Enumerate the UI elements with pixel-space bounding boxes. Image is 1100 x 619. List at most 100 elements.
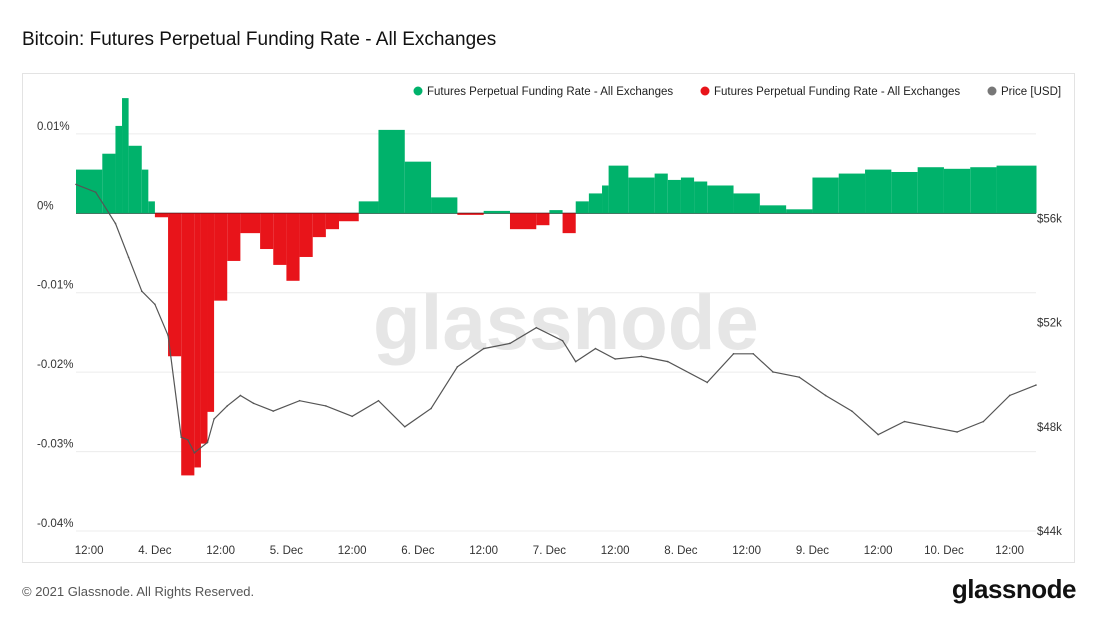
legend-swatch-price [987, 86, 997, 96]
positive-funding-layer [76, 98, 1037, 214]
funding-bar-positive [667, 179, 681, 214]
price-point [167, 334, 169, 337]
funding-bar-positive [358, 201, 379, 214]
funding-bar-positive [943, 168, 971, 214]
funding-bar-negative [339, 213, 359, 222]
price-line [75, 183, 1037, 454]
funding-bar-positive [608, 165, 629, 214]
price-point [430, 407, 432, 410]
funding-bar-positive [404, 161, 432, 214]
funding-bar-positive [102, 153, 116, 214]
funding-bar-positive [128, 145, 142, 214]
y-left-tick-label: 0% [37, 200, 54, 212]
y-left-tick-label: -0.02% [37, 359, 73, 371]
price-point [824, 394, 827, 397]
price-point [239, 394, 242, 397]
funding-bar-positive [865, 169, 892, 214]
x-tick-label: 12:00 [338, 545, 367, 557]
price-point [666, 360, 669, 363]
funding-bar-negative [312, 213, 326, 238]
funding-rate-chart: glassnode 0.01% 0% -0.01% -0.02% -0.03% -0.04… [37, 86, 1062, 557]
price-point [903, 420, 906, 423]
funding-bar-positive [115, 125, 123, 214]
x-tick-label: 6. Dec [401, 545, 434, 557]
funding-bar-positive [759, 205, 787, 214]
y-right-tick-label: $48k [1037, 422, 1062, 434]
funding-bar-positive [654, 173, 668, 214]
x-tick-label: 12:00 [732, 545, 761, 557]
funding-bar-positive [786, 209, 813, 214]
price-point [226, 405, 229, 407]
price-point [456, 366, 459, 368]
y-left-tick-label: -0.01% [37, 280, 73, 292]
price-point [186, 438, 189, 441]
funding-bar-negative [299, 213, 313, 257]
x-tick-label: 7. Dec [533, 545, 566, 557]
price-point [535, 326, 538, 329]
funding-bar-negative [273, 213, 287, 265]
legend-swatch-negative [700, 86, 710, 96]
funding-bar-negative [154, 213, 169, 218]
funding-bar-positive [76, 169, 103, 214]
funding-bar-positive [838, 173, 866, 214]
funding-bar-negative [168, 213, 182, 357]
page-title: Bitcoin: Futures Perpetual Funding Rate … [22, 29, 497, 50]
funding-bar-negative [536, 213, 550, 226]
y-left-tick-label: -0.04% [37, 518, 73, 530]
x-tick-label: 12:00 [601, 545, 630, 557]
funding-bar-positive [378, 129, 405, 214]
price-point [752, 352, 755, 355]
funding-bar-negative [214, 213, 228, 301]
funding-bar-negative [200, 213, 208, 444]
funding-bar-negative [207, 213, 215, 412]
price-point [851, 410, 853, 412]
x-tick-label: 10. Dec [924, 545, 964, 557]
x-tick-label: 12:00 [206, 545, 235, 557]
price-point [114, 222, 117, 225]
x-tick-label: 8. Dec [664, 545, 697, 557]
funding-bar-positive [996, 165, 1036, 214]
legend-item-positive[interactable]: Futures Perpetual Funding Rate - All Exc… [427, 86, 673, 98]
price-point [325, 405, 327, 407]
negative-funding-layer [154, 213, 576, 476]
price-point [1008, 394, 1011, 397]
price-point [403, 425, 406, 428]
funding-bar-positive [917, 167, 944, 214]
price-point [127, 256, 130, 259]
price-point [1035, 384, 1037, 386]
chart-card: glassnode 0.01% 0% -0.01% -0.02% -0.03% -0.04… [22, 73, 1075, 563]
price-point [154, 303, 156, 306]
funding-bar-positive [148, 201, 155, 214]
price-point [594, 347, 597, 350]
price-point [213, 418, 215, 420]
price-point [982, 420, 985, 423]
price-point [706, 381, 709, 384]
funding-bar-positive [707, 185, 734, 214]
price-point [798, 376, 801, 379]
price-point [929, 425, 932, 428]
funding-bar-negative [227, 213, 241, 261]
funding-bar-negative [509, 213, 537, 230]
price-point [877, 433, 879, 436]
price-point [772, 371, 774, 373]
price-point [482, 347, 485, 350]
x-tick-label: 12:00 [469, 545, 498, 557]
y-left-tick-label: -0.03% [37, 439, 73, 451]
funding-bar-negative [325, 213, 340, 230]
legend-item-price[interactable]: Price [USD] [1001, 86, 1061, 98]
funding-bar-negative [240, 213, 261, 234]
price-point [640, 355, 643, 358]
legend-swatch-positive [413, 86, 423, 96]
funding-bar-positive [733, 193, 760, 214]
funding-bar-positive [602, 185, 609, 214]
funding-bar-negative [194, 213, 201, 468]
price-point [956, 431, 958, 433]
funding-bar-positive [628, 177, 655, 214]
x-tick-label: 9. Dec [796, 545, 829, 557]
legend-item-negative[interactable]: Futures Perpetual Funding Rate - All Exc… [714, 86, 960, 98]
price-point [193, 452, 196, 454]
funding-bar-negative [286, 213, 300, 281]
funding-bar-negative [562, 213, 576, 234]
funding-bar-positive [1036, 165, 1037, 214]
glassnode-logo[interactable]: glassnode [951, 574, 1077, 604]
